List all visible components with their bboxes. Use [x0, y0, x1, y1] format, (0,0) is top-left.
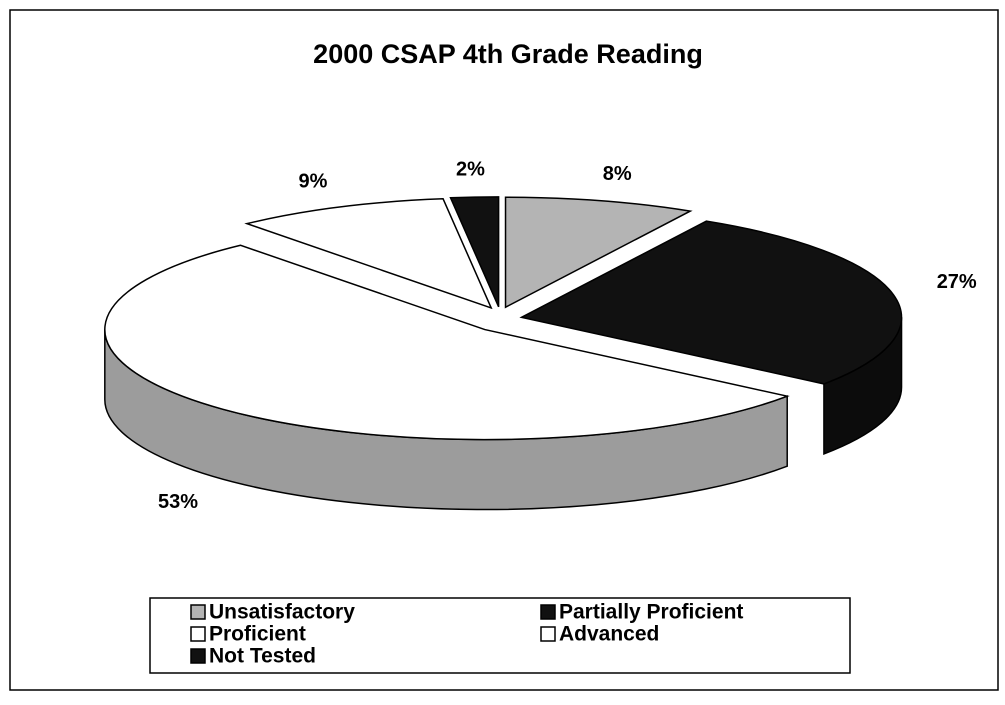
legend-box [149, 597, 851, 674]
pie-slice [244, 198, 493, 310]
pie-slice [104, 244, 790, 441]
legend-swatch [540, 626, 556, 642]
pie-slice [449, 196, 500, 308]
data-label: 9% [298, 170, 327, 192]
legend-swatch [540, 604, 556, 620]
legend-label: Advanced [559, 623, 659, 646]
legend-swatch [190, 626, 206, 642]
chart-title: 2000 CSAP 4th Grade Reading [313, 39, 703, 69]
legend-swatch [190, 648, 206, 664]
data-label: 27% [937, 271, 977, 293]
legend-label: Proficient [209, 623, 306, 646]
pie-slice [519, 220, 903, 385]
legend-label: Not Tested [209, 645, 316, 668]
pie-slice [504, 196, 693, 309]
legend-swatch [190, 604, 206, 620]
legend-label: Partially Proficient [559, 601, 743, 624]
legend-label: Unsatisfactory [209, 601, 355, 624]
data-label: 2% [456, 159, 485, 181]
data-label: 8% [603, 163, 632, 185]
data-label: 53% [158, 491, 198, 513]
